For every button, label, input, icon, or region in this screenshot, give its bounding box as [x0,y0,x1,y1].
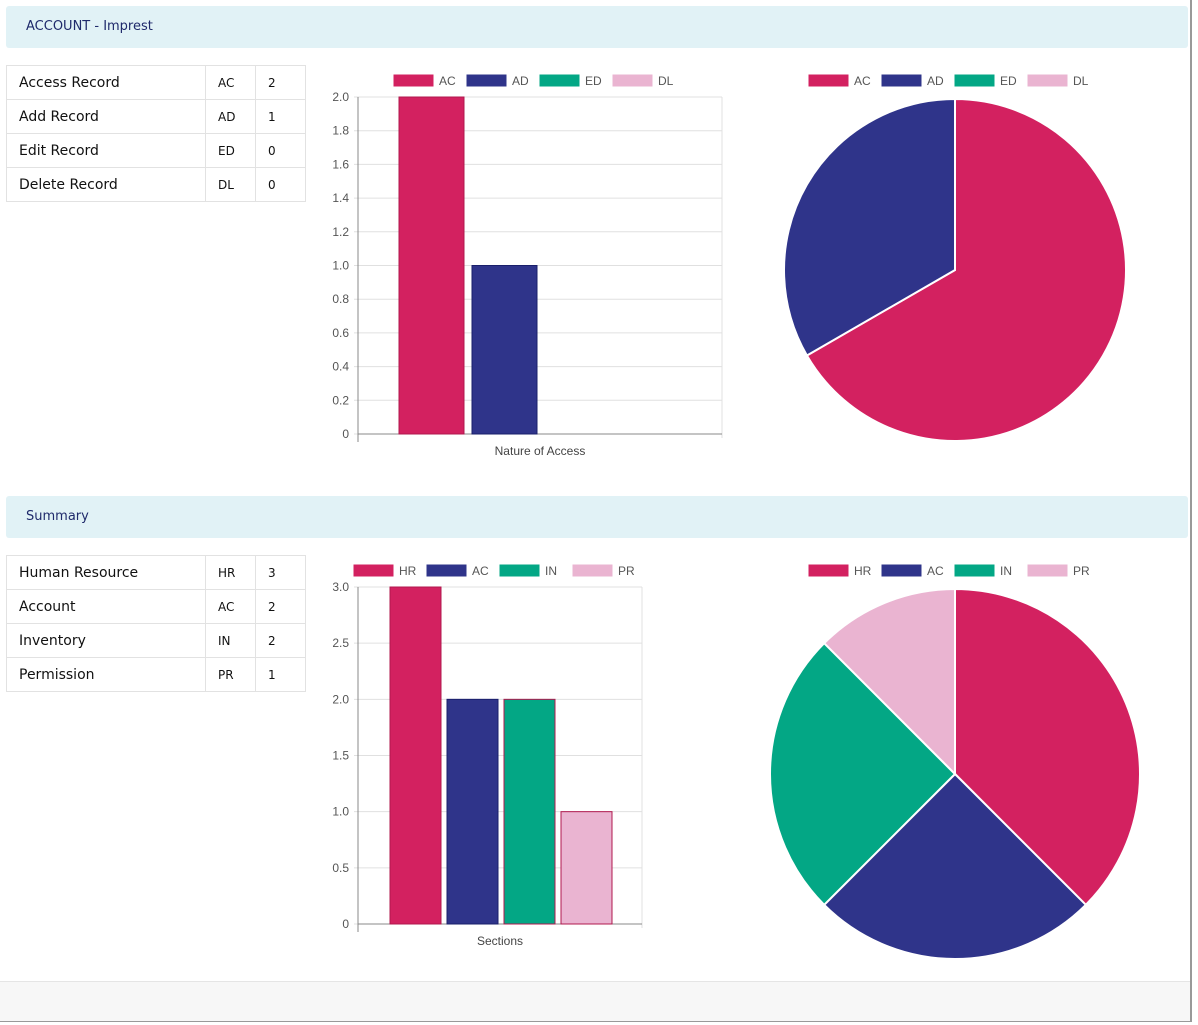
y-tick-label: 1.2 [332,225,349,239]
legend-label: IN [545,564,557,578]
y-tick-label: 1.6 [332,157,349,171]
y-tick-label: 1.5 [332,749,349,763]
legend-item-in[interactable] [954,564,995,577]
bar-ad [471,265,538,435]
table-row: Access Record AC 2 [6,65,306,100]
legend-item-ed[interactable] [954,74,995,87]
y-tick-label: 3.0 [332,580,349,594]
row-name: Delete Record [6,167,206,202]
section-header-summary: Summary [6,496,1188,538]
row-count: 2 [255,589,306,624]
legend-label: DL [1073,74,1089,88]
row-count: 0 [255,167,306,202]
legend-label: ED [1000,74,1017,88]
row-name: Inventory [6,623,206,658]
legend-item-ac[interactable] [808,74,849,87]
x-axis-label: Nature of Access [495,444,586,458]
legend-item-pr[interactable] [1027,564,1068,577]
y-tick-label: 2.0 [332,692,349,706]
row-code: AD [205,99,256,134]
legend-item-ad[interactable] [466,74,507,87]
y-tick-label: 1.0 [332,805,349,819]
pie-slice-pr [822,587,956,777]
pie-slice-ac [822,772,1088,960]
y-tick-label: 0.6 [332,326,349,340]
legend-label: HR [399,564,417,578]
legend-label: PR [1073,564,1090,578]
legend-item-dl[interactable] [612,74,653,87]
bar-in [503,698,556,925]
legend-label: AD [512,74,529,88]
y-tick-label: 1.8 [332,124,349,138]
y-tick-label: 0.2 [332,393,349,407]
row-count: 2 [255,623,306,658]
y-tick-label: 0.8 [332,292,349,306]
row-count: 1 [255,99,306,134]
charts-canvas: AC AD ED DL 0 0.2 0.4 0.6 0.8 1.0 1.2 1.4 1.6 1.8 2.0 N… [332,74,1141,960]
legend-item-ac[interactable] [393,74,434,87]
legend-label: DL [658,74,674,88]
legend-item-pr[interactable] [572,564,613,577]
bar-ac [398,96,465,435]
row-code: AC [205,589,256,624]
y-tick-label: 2.5 [332,636,349,650]
y-tick-label: 1.4 [332,191,349,205]
y-tick-label: 0 [342,917,349,931]
pie-slice-ac [805,97,1127,442]
legend-label: HR [854,564,872,578]
legend-label: AD [927,74,944,88]
pie-slice-ad [783,97,956,357]
legend-label: ED [585,74,602,88]
y-tick-label: 0.4 [332,360,349,374]
legend-item-hr[interactable] [353,564,394,577]
legend-item-ac[interactable] [426,564,467,577]
access-table: Access Record AC 2 Add Record AD 1 Edit Reco… [6,65,306,202]
pie-slice-in [768,641,957,907]
x-axis-label: Sections [477,934,523,948]
bar-pr [560,811,613,925]
y-tick-label: 0 [342,427,349,441]
legend-label: AC [927,564,944,578]
legend-item-in[interactable] [499,564,540,577]
y-tick-label: 1.0 [332,259,349,273]
section-header-account-imprest: ACCOUNT - Imprest [6,6,1188,48]
legend-label: IN [1000,564,1012,578]
legend-label: AC [472,564,489,578]
legend-label: AC [854,74,871,88]
pie-slice-hr [954,587,1141,907]
table-row: Permission PR 1 [6,657,306,692]
table-row: Inventory IN 2 [6,623,306,658]
legend-item-dl[interactable] [1027,74,1068,87]
legend-label: AC [439,74,456,88]
y-tick-label: 0.5 [332,861,349,875]
row-name: Permission [6,657,206,692]
table-row: Delete Record DL 0 [6,167,306,202]
legend-item-hr[interactable] [808,564,849,577]
legend-label: PR [618,564,635,578]
legend-item-ac[interactable] [881,564,922,577]
legend-item-ed[interactable] [539,74,580,87]
legend-item-ad[interactable] [881,74,922,87]
bar-ac [446,698,499,925]
table-row: Add Record AD 1 [6,99,306,134]
footer [0,981,1190,1021]
bar-hr [389,586,442,925]
row-name: Add Record [6,99,206,134]
summary-table: Human Resource HR 3 Account AC 2 Inventory IN… [6,555,306,692]
row-count: 0 [255,133,306,168]
y-tick-label: 2.0 [332,90,349,104]
row-count: 1 [255,657,306,692]
